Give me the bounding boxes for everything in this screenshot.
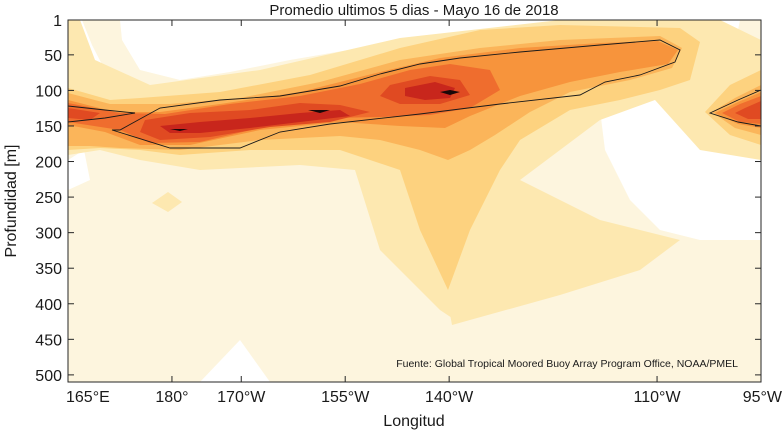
x-tick-label: 140°W xyxy=(425,389,474,406)
x-axis: 165°E 180° 170°W 155°W 140°W 110°W 95°W xyxy=(66,20,783,406)
crimson-level xyxy=(160,82,455,133)
chart-title: Promedio ultimos 5 dias - Mayo 16 de 201… xyxy=(269,2,558,19)
contour-line-right xyxy=(708,89,761,127)
x-tick-label: 170°W xyxy=(217,389,266,406)
x-axis-label: Longitud xyxy=(383,413,444,430)
y-tick-label: 200 xyxy=(35,155,62,172)
white-region-bottom xyxy=(200,340,270,382)
light-orange-blob xyxy=(152,192,182,212)
y-tick-label: 150 xyxy=(35,119,62,136)
y-tick-label: 400 xyxy=(35,297,62,314)
contour-line-main xyxy=(111,39,681,149)
red-level-right xyxy=(735,101,761,119)
y-tick-label: 50 xyxy=(44,48,62,65)
y-tick-label: 500 xyxy=(35,368,62,385)
x-tick-label: 180° xyxy=(155,389,188,406)
y-tick-label: 250 xyxy=(35,190,62,207)
y-tick-label: 300 xyxy=(35,226,62,243)
x-tick-label: 95°W xyxy=(743,389,783,406)
darkest-core xyxy=(170,90,460,131)
y-axis-label: Profundidad [m] xyxy=(3,145,20,258)
y-tick-label: 100 xyxy=(35,83,62,100)
red-level xyxy=(68,76,470,140)
y-tick-label: 450 xyxy=(35,332,62,349)
x-tick-label: 165°E xyxy=(66,389,110,406)
light-orange-lower-tail xyxy=(420,180,680,325)
x-tick-label: 155°W xyxy=(321,389,370,406)
white-region-left xyxy=(68,150,90,190)
source-annotation: Fuente: Global Tropical Moored Buoy Arra… xyxy=(396,358,738,370)
heatmap-field xyxy=(68,20,761,382)
y-tick-label: 350 xyxy=(35,261,62,278)
x-tick-label: 110°W xyxy=(634,389,682,406)
contour-line-left xyxy=(68,105,136,123)
plot-frame xyxy=(67,19,762,383)
y-tick-label: 1 xyxy=(53,13,62,30)
